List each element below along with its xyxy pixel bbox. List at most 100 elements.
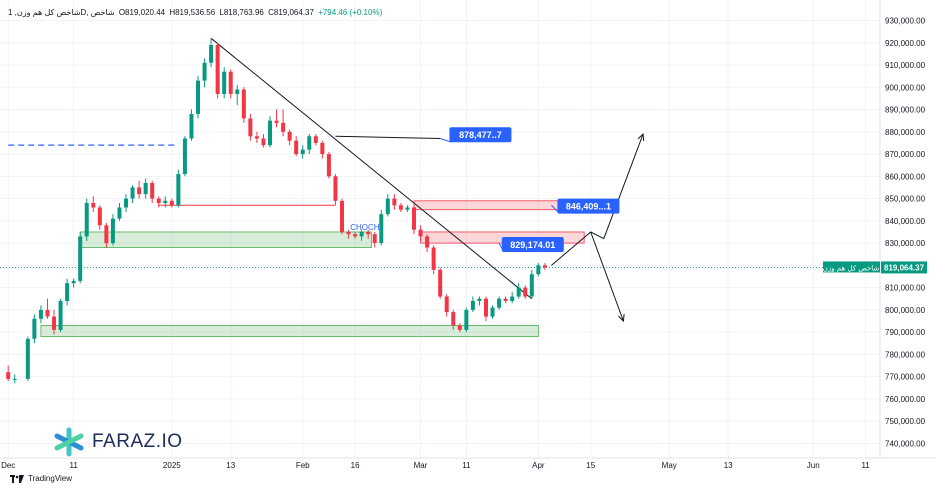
candle[interactable]	[451, 309, 456, 330]
candle[interactable]	[163, 196, 168, 208]
candle[interactable]	[313, 134, 318, 146]
candle[interactable]	[353, 231, 358, 239]
candle[interactable]	[398, 203, 403, 212]
candle[interactable]	[287, 129, 292, 146]
candle[interactable]	[359, 229, 364, 241]
symbol-label[interactable]: شاخص کل هم وزن, 1D, شاخص	[8, 8, 115, 17]
candle[interactable]	[176, 169, 181, 208]
candle[interactable]	[339, 198, 344, 235]
price-axis[interactable]: 740,000.00 750,000.00 760,000.00 770,000.00…	[823, 0, 927, 458]
candle-body	[425, 236, 430, 248]
candle[interactable]	[254, 131, 259, 143]
candle[interactable]	[307, 134, 312, 155]
candle[interactable]	[222, 67, 227, 99]
candle[interactable]	[137, 180, 142, 199]
candle[interactable]	[281, 109, 286, 137]
candle[interactable]	[32, 314, 37, 344]
candle[interactable]	[235, 85, 240, 106]
candle[interactable]	[529, 269, 534, 299]
candle[interactable]	[425, 234, 430, 253]
candle[interactable]	[372, 231, 377, 248]
candle[interactable]	[215, 42, 220, 99]
candle[interactable]	[241, 87, 246, 123]
resistance-zone	[413, 200, 569, 211]
candle[interactable]	[274, 109, 279, 128]
candle[interactable]	[444, 294, 449, 317]
candle[interactable]	[405, 205, 410, 212]
candle[interactable]	[503, 296, 508, 304]
candle[interactable]	[418, 225, 423, 241]
candle[interactable]	[536, 263, 541, 277]
candle[interactable]	[431, 245, 436, 275]
candle[interactable]	[510, 292, 515, 304]
candle[interactable]	[379, 209, 384, 246]
candle-body	[202, 62, 207, 81]
candle[interactable]	[300, 145, 305, 159]
callout-label: 829,174.01	[510, 240, 555, 250]
candle-body	[104, 225, 109, 244]
candle[interactable]	[182, 136, 187, 177]
candle[interactable]	[71, 278, 76, 288]
candle[interactable]	[202, 58, 207, 88]
candle[interactable]	[261, 134, 266, 148]
candle[interactable]	[143, 178, 148, 199]
candle[interactable]	[248, 113, 253, 141]
candle[interactable]	[464, 307, 469, 333]
candle[interactable]	[196, 76, 201, 119]
candle[interactable]	[320, 140, 325, 159]
candle[interactable]	[497, 296, 502, 310]
candle[interactable]	[392, 194, 397, 210]
candle[interactable]	[516, 283, 521, 299]
candle[interactable]	[209, 38, 214, 68]
candle[interactable]	[366, 229, 371, 239]
candle[interactable]	[189, 109, 194, 141]
candle[interactable]	[346, 229, 351, 239]
candle[interactable]	[110, 214, 115, 246]
candle[interactable]	[78, 231, 83, 284]
candle[interactable]	[523, 285, 528, 299]
callout-box	[449, 127, 512, 143]
candle[interactable]	[58, 298, 63, 333]
candle[interactable]	[228, 69, 233, 99]
candle[interactable]	[490, 305, 495, 319]
candle[interactable]	[156, 196, 161, 208]
faraz-logo-text: FARAZ.IO	[92, 431, 183, 452]
candle-body	[366, 231, 371, 235]
candle[interactable]	[97, 205, 102, 230]
candle[interactable]	[477, 296, 482, 306]
candle[interactable]	[294, 136, 299, 157]
candle[interactable]	[91, 196, 96, 212]
candle-body	[248, 118, 253, 137]
candle[interactable]	[6, 365, 11, 382]
candle[interactable]	[268, 116, 272, 148]
candle[interactable]	[333, 174, 338, 206]
y-tick-label: 830,000.00	[885, 239, 926, 248]
candle[interactable]	[25, 336, 30, 382]
candle[interactable]	[52, 309, 57, 335]
candle[interactable]	[38, 305, 43, 324]
candle[interactable]	[117, 203, 122, 221]
candle[interactable]	[457, 323, 462, 333]
candle[interactable]	[12, 374, 17, 384]
candle-body	[444, 296, 449, 313]
candle[interactable]	[542, 263, 547, 270]
candle[interactable]	[470, 296, 475, 313]
candle[interactable]	[411, 205, 416, 235]
candle[interactable]	[438, 267, 443, 299]
candle[interactable]	[169, 198, 174, 208]
candlesticks[interactable]	[6, 38, 547, 384]
candle[interactable]	[124, 194, 129, 212]
time-axis[interactable]: Dec 11 2025 13 Feb 16 Mar 11 Apr 15 May 13 Jun 11	[0, 457, 936, 470]
candle[interactable]	[84, 198, 89, 241]
tradingview-brand[interactable]: TradingView	[10, 474, 72, 483]
candle[interactable]	[326, 151, 331, 179]
candle[interactable]	[483, 296, 488, 322]
candle[interactable]	[45, 298, 50, 319]
candle[interactable]	[385, 194, 390, 217]
candle[interactable]	[104, 223, 109, 248]
candle[interactable]	[150, 180, 155, 204]
candle-body	[333, 176, 338, 201]
candle[interactable]	[65, 278, 70, 306]
candle[interactable]	[130, 185, 135, 204]
